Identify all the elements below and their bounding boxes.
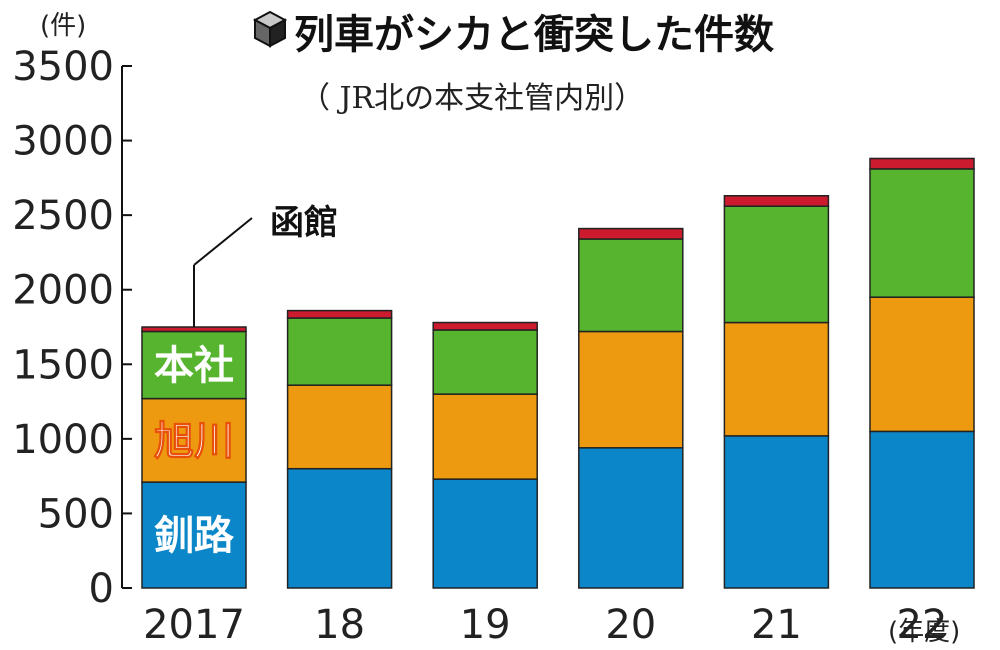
bar-segment-18-本社 <box>286 317 393 386</box>
y-tick-label: 0 <box>89 566 114 612</box>
bar-segment-19-釧路 <box>432 478 538 589</box>
x-unit-label: (年度) <box>888 617 960 647</box>
bar-segment-20-本社 <box>578 238 684 333</box>
y-tick-label: 1500 <box>12 342 114 388</box>
bar-segment-22-函館 <box>869 157 975 170</box>
x-tick-label: 20 <box>605 602 656 648</box>
bar-segment-19-旭川 <box>432 393 538 480</box>
x-tick-label: 19 <box>460 602 511 648</box>
x-tick-label: 21 <box>751 602 802 648</box>
y-axis: 0 500 1000 1500 2000 2500 3000 3500 <box>12 44 132 612</box>
bar-segment-22-釧路 <box>869 430 975 589</box>
bar-segment-21-旭川 <box>723 321 830 437</box>
bar-segment-22-本社 <box>869 168 975 298</box>
bar-segment-20-旭川 <box>578 330 684 449</box>
bar-segment-18-函館 <box>286 309 393 319</box>
bar-segment-22-旭川 <box>869 296 975 433</box>
y-unit-label: (件) <box>40 11 86 41</box>
x-axis-labels: 2017 18 19 20 21 22 <box>143 602 947 648</box>
title-icon <box>252 10 288 48</box>
bar-segment-21-釧路 <box>723 435 830 589</box>
y-tick-label: 500 <box>38 491 114 537</box>
series-label-釧路: 釧路 <box>154 513 235 559</box>
series-label-旭川: 旭川 <box>154 418 234 464</box>
bar-segment-20-釧路 <box>578 447 684 589</box>
y-tick-label: 1000 <box>12 417 114 463</box>
callout-label-hakodate: 函館 <box>270 203 338 243</box>
bar-segment-18-釧路 <box>286 467 393 589</box>
y-tick-label: 3500 <box>12 44 114 90</box>
x-tick-label: 18 <box>314 602 365 648</box>
y-tick-label: 3000 <box>12 119 114 165</box>
x-tick-label: 22 <box>897 602 948 648</box>
bar-segment-2017-函館 <box>141 326 247 333</box>
bar-segment-2017-釧路 <box>141 481 247 589</box>
bar-segment-19-函館 <box>432 321 538 331</box>
bars <box>141 157 975 589</box>
bar-segment-19-本社 <box>432 329 538 395</box>
bar-segment-18-旭川 <box>286 384 393 470</box>
y-tick-label: 2000 <box>12 268 114 314</box>
bar-segment-2017-旭川 <box>141 397 247 483</box>
callout-leader-line-diagonal <box>193 217 253 266</box>
chart-title: 列車がシカと衝突した件数 <box>294 12 774 58</box>
bar-segment-21-本社 <box>723 205 830 324</box>
bar-segment-20-函館 <box>578 227 684 240</box>
x-tick-label: 2017 <box>143 602 245 648</box>
bar-segment-2017-本社 <box>141 330 247 400</box>
y-tick-label: 2500 <box>12 193 114 239</box>
bar-segment-21-函館 <box>723 195 830 207</box>
series-label-本社: 本社 <box>154 343 234 389</box>
chart-subtitle: （ JR北の本支社管内別） <box>300 81 644 116</box>
